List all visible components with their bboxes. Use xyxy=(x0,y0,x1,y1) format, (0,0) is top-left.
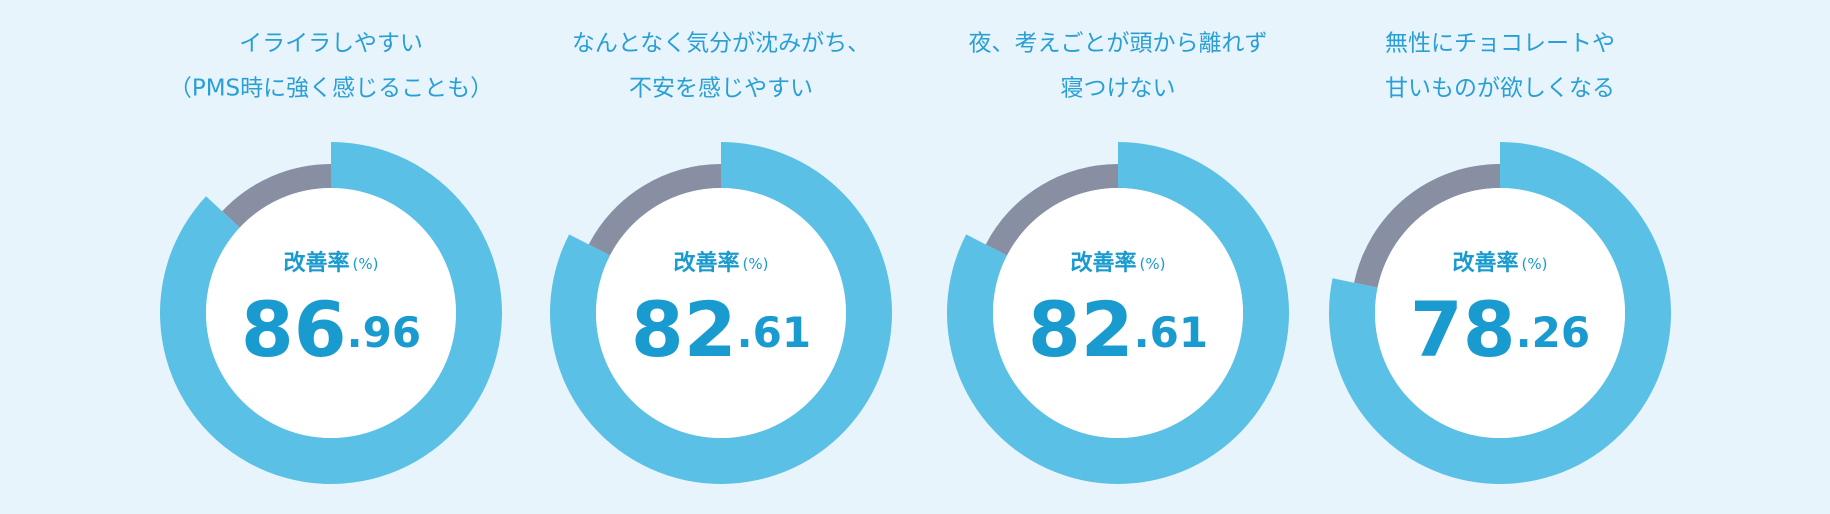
unit: (%) xyxy=(1140,255,1166,273)
label: 改善率 xyxy=(674,250,740,276)
label: 改善率 xyxy=(1071,250,1137,276)
rest-arc xyxy=(222,164,331,228)
value-int: 82 xyxy=(1028,285,1134,374)
rest-arc xyxy=(588,164,721,256)
value-int: 78 xyxy=(1410,285,1516,374)
value-label: 82.61 xyxy=(1028,285,1208,374)
center-disc xyxy=(206,188,456,438)
value-dec: .61 xyxy=(737,308,811,357)
chart-title: 無性にチョコレートや xyxy=(1385,31,1615,57)
chart-title: なんとなく気分が沈みがち、 xyxy=(572,31,870,57)
value-label: 86.96 xyxy=(241,285,421,374)
chart-title: イライラしやすい xyxy=(239,31,423,57)
chart-title: （PMS時に強く感じることも） xyxy=(169,76,493,102)
value-int: 86 xyxy=(241,285,347,374)
value-dec: .61 xyxy=(1134,308,1208,357)
center-disc xyxy=(596,188,846,438)
center-label: 改善率 (%) xyxy=(284,250,379,276)
center-disc xyxy=(1375,188,1625,438)
rest-arc xyxy=(1354,164,1500,288)
value-label: 82.61 xyxy=(631,285,811,374)
value-int: 82 xyxy=(631,285,737,374)
chart-title: 寝つけない xyxy=(1061,76,1176,102)
center-label: 改善率 (%) xyxy=(1071,250,1166,276)
chart-title: 不安を感じやすい xyxy=(629,76,813,102)
unit: (%) xyxy=(743,255,769,273)
chart-title: 夜、考えごとが頭から離れず xyxy=(969,31,1268,57)
chart-title: 甘いものが欲しくなる xyxy=(1385,76,1615,102)
rest-arc xyxy=(985,164,1118,256)
value-dec: .96 xyxy=(347,308,421,357)
center-label: 改善率 (%) xyxy=(1453,250,1548,276)
label: 改善率 xyxy=(284,250,350,276)
center-disc xyxy=(993,188,1243,438)
value-label: 78.26 xyxy=(1410,285,1590,374)
value-dec: .26 xyxy=(1516,308,1590,357)
center-label: 改善率 (%) xyxy=(674,250,769,276)
label: 改善率 xyxy=(1453,250,1519,276)
unit: (%) xyxy=(1522,255,1548,273)
unit: (%) xyxy=(353,255,379,273)
